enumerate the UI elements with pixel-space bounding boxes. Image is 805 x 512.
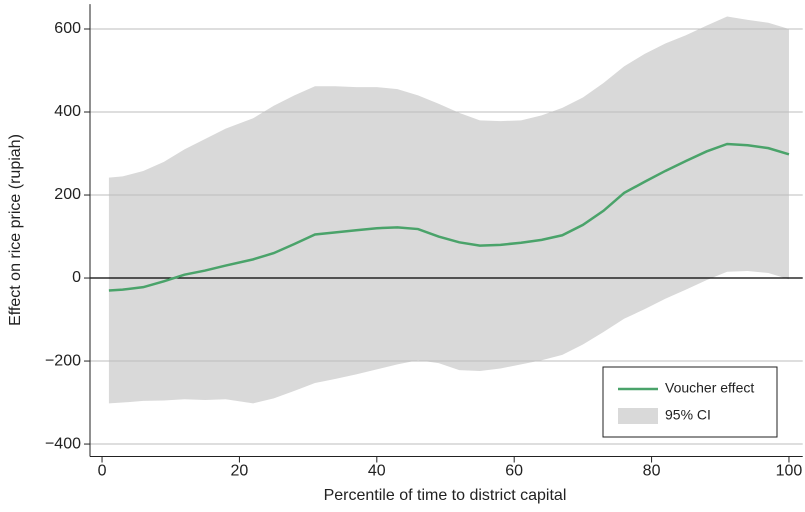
- x-tick-label: 40: [368, 463, 386, 480]
- y-tick-label: 600: [54, 20, 81, 37]
- ci-band: [108, 16, 789, 404]
- x-tick-label: 20: [231, 463, 249, 480]
- x-axis-label: Percentile of time to district capital: [324, 487, 567, 504]
- x-tick-label: 80: [643, 463, 661, 480]
- y-tick-label: 200: [54, 186, 81, 203]
- legend-label: 95% CI: [665, 407, 711, 423]
- y-tick-label: −400: [45, 435, 81, 452]
- y-tick-label: −200: [45, 352, 81, 369]
- x-tick-label: 100: [776, 463, 803, 480]
- line: [108, 142, 790, 292]
- y-tick-label: 0: [72, 269, 81, 286]
- y-tick-label: 400: [54, 103, 81, 120]
- x-tick-label: 60: [505, 463, 523, 480]
- y-axis-label: Effect on rice price (rupiah): [7, 134, 24, 326]
- x-tick-label: 0: [98, 463, 107, 480]
- legend-label: Voucher effect: [665, 380, 754, 396]
- legend-box: [602, 366, 778, 438]
- legend-swatch: [618, 408, 658, 424]
